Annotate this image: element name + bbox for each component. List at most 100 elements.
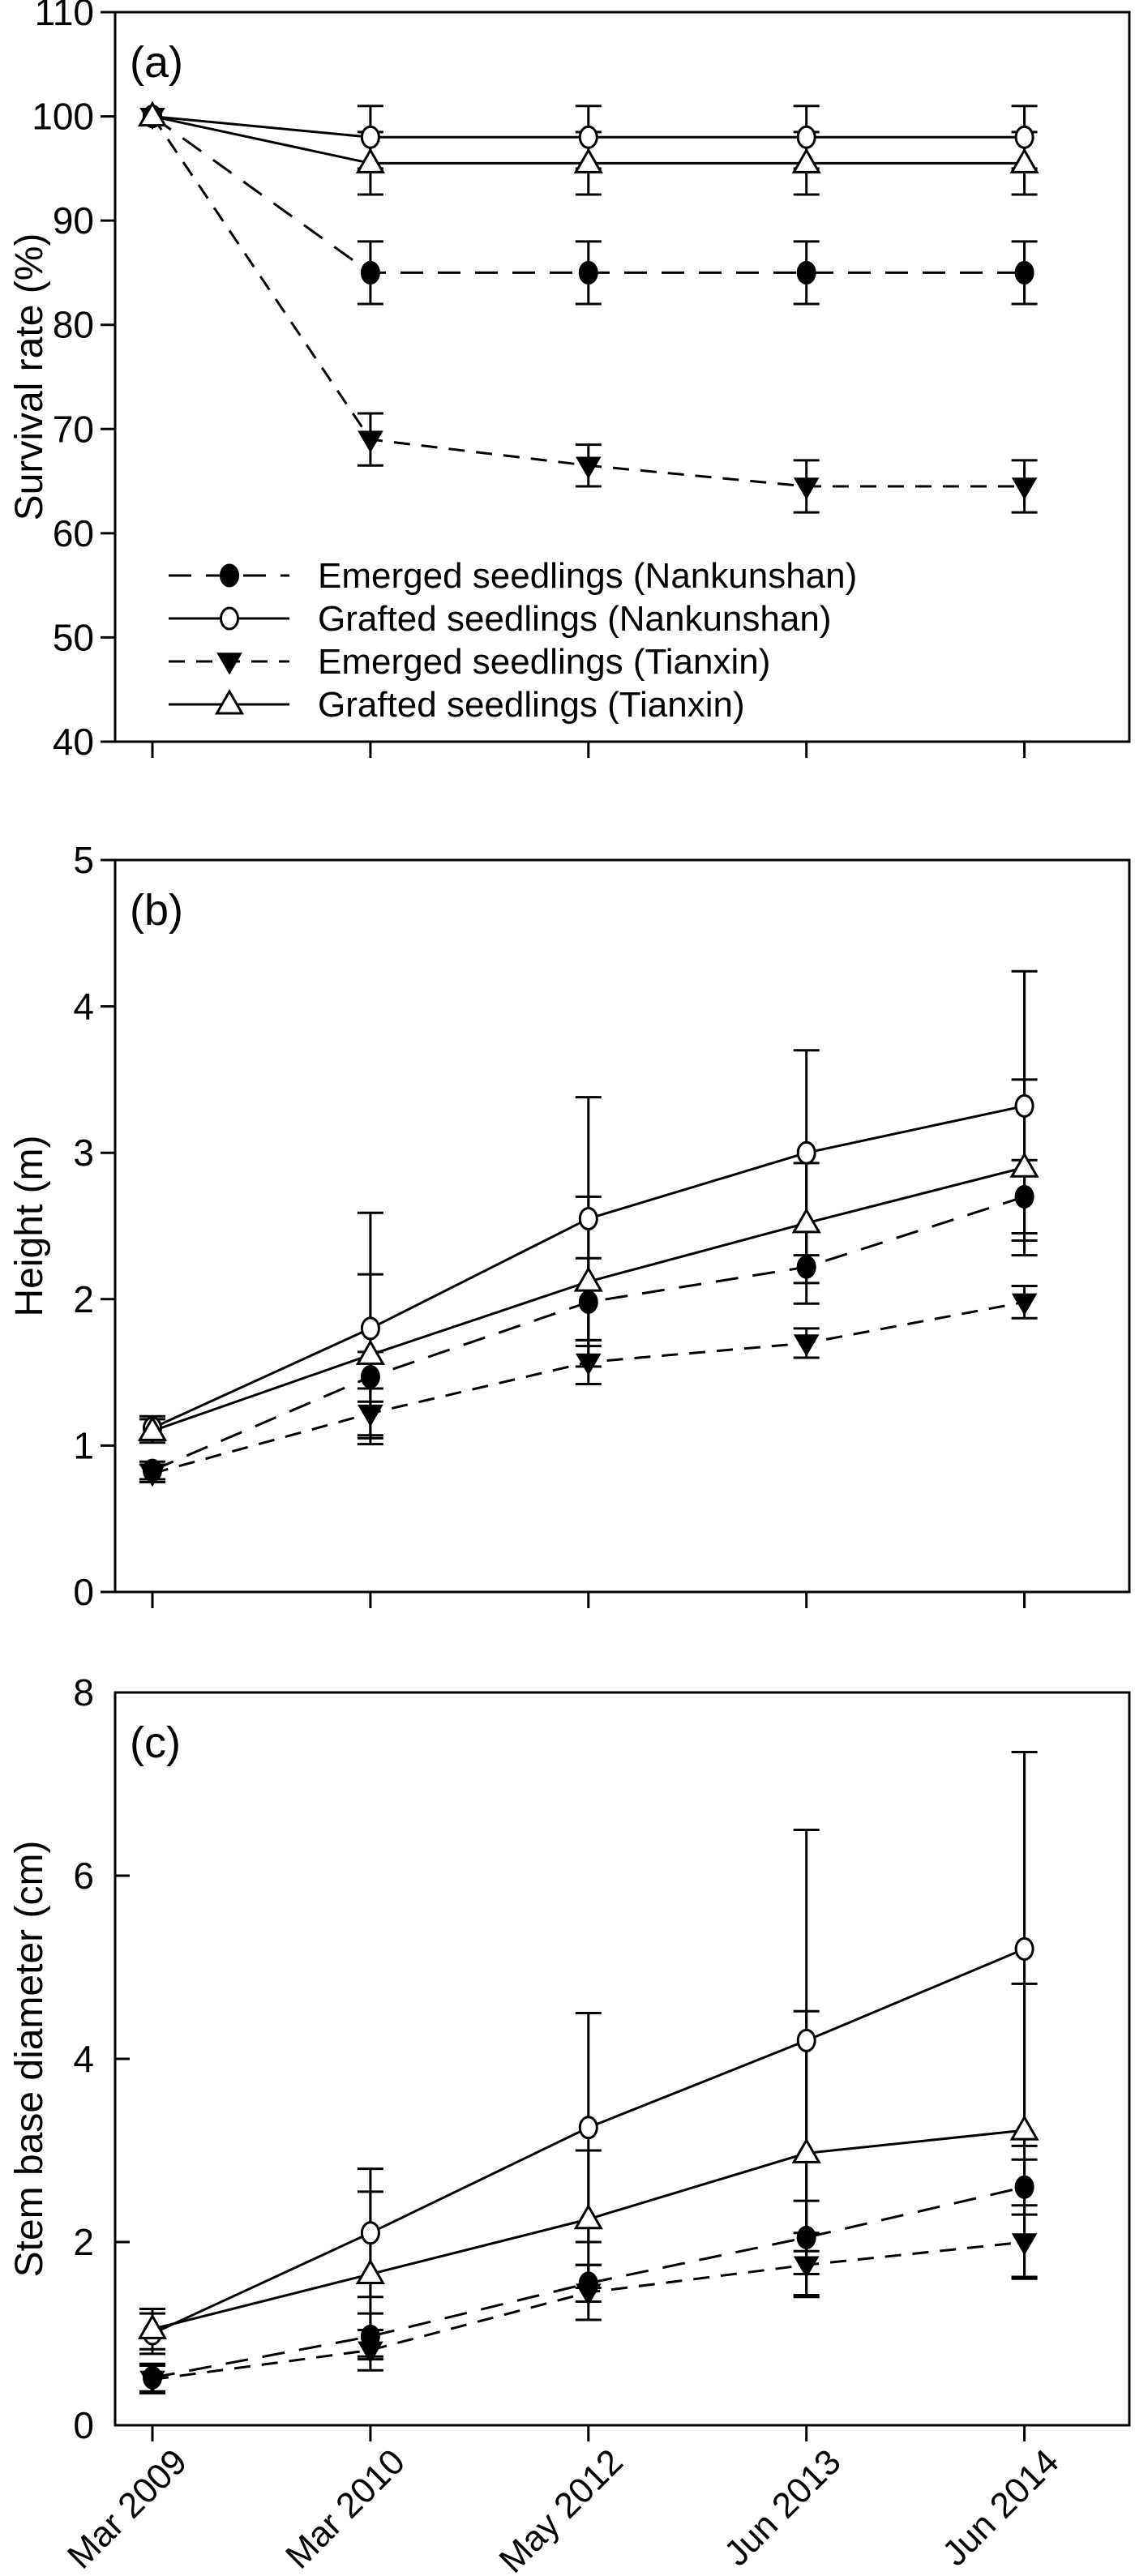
filled-triangle-down-marker-icon bbox=[358, 2341, 383, 2364]
panel-b-chart: 0 1 2 3 4 5 (b) Height (m) bbox=[8, 839, 1131, 1613]
y-axis-title: Height (m) bbox=[8, 1135, 51, 1316]
legend-item-label: Emerged seedlings (Tianxin) bbox=[318, 642, 770, 682]
open-triangle-up-marker-icon bbox=[355, 148, 385, 173]
filled-triangle-down-marker-icon bbox=[139, 1464, 165, 1487]
filled-triangle-down-marker-icon bbox=[575, 1353, 602, 1376]
open-circle-marker-icon bbox=[796, 1140, 816, 1165]
open-triangle-up-marker-icon bbox=[355, 1339, 385, 1365]
legend: Emerged seedlings (Nankunshan)Grafted se… bbox=[169, 556, 857, 725]
open-triangle-up-marker-icon bbox=[214, 688, 245, 715]
open-triangle-up-marker-icon bbox=[137, 2313, 168, 2339]
x-tick-label: Mar 2010 bbox=[278, 2441, 413, 2576]
x-tick-label: Mar 2009 bbox=[60, 2441, 195, 2576]
filled-circle-marker-icon bbox=[578, 1290, 598, 1314]
open-circle-marker-icon bbox=[220, 606, 239, 631]
y-tick-label: 4 bbox=[73, 986, 94, 1028]
open-triangle-up-marker-icon bbox=[1009, 2115, 1039, 2141]
legend-item: Emerged seedlings (Tianxin) bbox=[169, 642, 770, 682]
filled-triangle-down-marker-icon bbox=[575, 456, 602, 479]
open-circle-marker-icon bbox=[1014, 1936, 1034, 1961]
filled-circle-marker-icon bbox=[360, 260, 380, 285]
filled-triangle-down-marker-icon bbox=[1011, 1293, 1038, 1316]
legend-item-label: Emerged seedlings (Nankunshan) bbox=[318, 556, 857, 596]
filled-circle-marker-icon bbox=[220, 563, 239, 588]
x-tick-label: May 2012 bbox=[492, 2441, 631, 2576]
filled-circle-marker-icon bbox=[796, 1255, 816, 1279]
y-tick-label: 50 bbox=[53, 616, 94, 658]
x-tick-label: Jun 2014 bbox=[935, 2441, 1067, 2574]
open-triangle-up-marker-icon bbox=[791, 148, 821, 173]
filled-triangle-down-marker-icon bbox=[358, 430, 383, 453]
legend-item: Grafted seedlings (Nankunshan) bbox=[169, 599, 831, 639]
open-triangle-up-marker-icon bbox=[1009, 1152, 1039, 1178]
y-tick-label: 80 bbox=[53, 304, 94, 346]
open-circle-marker-icon bbox=[360, 2221, 380, 2245]
y-tick-label: 0 bbox=[73, 2404, 94, 2446]
filled-triangle-down-marker-icon bbox=[216, 653, 242, 675]
y-tick-label: 6 bbox=[73, 1855, 94, 1897]
open-triangle-up-marker-icon bbox=[1009, 148, 1039, 173]
open-triangle-up-marker-icon bbox=[791, 2137, 821, 2163]
open-triangle-up-marker-icon bbox=[573, 1266, 603, 1292]
filled-triangle-down-marker-icon bbox=[1011, 477, 1038, 500]
open-circle-marker-icon bbox=[360, 1316, 380, 1341]
y-tick-label: 3 bbox=[73, 1132, 94, 1174]
plot-frame bbox=[114, 1691, 1131, 2427]
y-axis-title: Stem base diameter (cm) bbox=[8, 1841, 51, 2278]
y-tick-label: 70 bbox=[53, 408, 94, 450]
filled-triangle-down-marker-icon bbox=[793, 1334, 820, 1357]
filled-circle-marker-icon bbox=[1014, 1184, 1034, 1209]
open-circle-marker-icon bbox=[578, 125, 598, 149]
open-circle-marker-icon bbox=[796, 2028, 816, 2052]
legend-item: Grafted seedlings (Tianxin) bbox=[169, 685, 745, 725]
panel-c-chart: 0 2 4 6 8 (c) Stem base diameter (cm) Mar 2009 M… bbox=[8, 1671, 1131, 2576]
open-triangle-up-marker-icon bbox=[355, 2258, 385, 2285]
filled-circle-marker-icon bbox=[796, 260, 816, 285]
filled-triangle-down-marker-icon bbox=[575, 2283, 602, 2306]
open-triangle-up-marker-icon bbox=[573, 148, 603, 173]
y-tick-label: 110 bbox=[35, 0, 94, 33]
filled-circle-marker-icon bbox=[1014, 2175, 1034, 2199]
open-triangle-up-marker-icon bbox=[791, 1207, 821, 1234]
panel-letter-label: (c) bbox=[130, 1718, 181, 1767]
panel-a-chart: 40 50 60 70 80 90 100 110 (a) Survival rate (%) Em… bbox=[8, 0, 1131, 763]
filled-triangle-down-marker-icon bbox=[139, 2370, 165, 2393]
open-circle-marker-icon bbox=[1014, 125, 1034, 149]
plot-frame bbox=[114, 858, 1131, 1594]
legend-item-label: Grafted seedlings (Nankunshan) bbox=[318, 599, 831, 639]
y-tick-label: 1 bbox=[73, 1424, 94, 1466]
y-tick-label: 4 bbox=[73, 2038, 94, 2080]
filled-triangle-down-marker-icon bbox=[793, 477, 820, 500]
open-triangle-up-marker-icon bbox=[137, 101, 168, 127]
y-tick-label: 2 bbox=[73, 1278, 94, 1320]
y-tick-label: 0 bbox=[73, 1571, 94, 1613]
panel-letter-label: (a) bbox=[130, 38, 183, 87]
y-tick-label: 90 bbox=[53, 199, 94, 242]
plot-frame bbox=[114, 11, 1131, 743]
y-tick-label: 60 bbox=[53, 512, 94, 554]
open-circle-marker-icon bbox=[578, 1206, 598, 1230]
filled-circle-marker-icon bbox=[360, 1365, 380, 1389]
open-triangle-up-marker-icon bbox=[573, 2203, 603, 2230]
filled-circle-marker-icon bbox=[578, 260, 598, 285]
y-axis-title: Survival rate (%) bbox=[8, 233, 51, 521]
open-circle-marker-icon bbox=[796, 125, 816, 149]
y-tick-label: 2 bbox=[73, 2221, 94, 2263]
y-tick-label: 5 bbox=[73, 839, 94, 881]
filled-circle-marker-icon bbox=[796, 2225, 816, 2249]
filled-triangle-down-marker-icon bbox=[1011, 2233, 1038, 2256]
open-circle-marker-icon bbox=[578, 2116, 598, 2140]
open-circle-marker-icon bbox=[1014, 1093, 1034, 1118]
legend-item: Emerged seedlings (Nankunshan) bbox=[169, 556, 857, 596]
open-circle-marker-icon bbox=[360, 125, 380, 149]
panel-letter-label: (b) bbox=[130, 886, 183, 935]
filled-triangle-down-marker-icon bbox=[358, 1404, 383, 1427]
y-tick-label: 40 bbox=[53, 721, 94, 763]
legend-item-label: Grafted seedlings (Tianxin) bbox=[318, 685, 745, 725]
x-tick-label: Jun 2013 bbox=[717, 2441, 849, 2574]
filled-triangle-down-marker-icon bbox=[793, 2256, 820, 2279]
y-tick-label: 8 bbox=[73, 1671, 94, 1714]
y-tick-label: 100 bbox=[32, 96, 94, 138]
